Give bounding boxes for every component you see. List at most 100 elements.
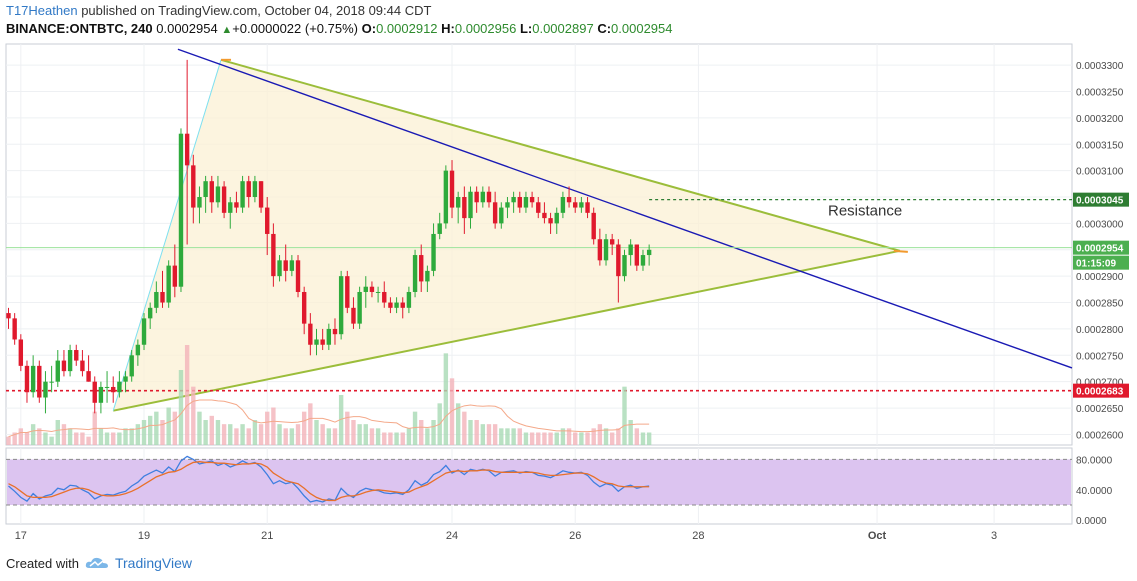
candle	[388, 297, 393, 314]
candle	[111, 376, 116, 403]
volume-bar	[6, 436, 11, 445]
candle	[332, 318, 338, 345]
candle	[74, 344, 79, 366]
volume-bar	[308, 403, 313, 445]
candle	[542, 202, 547, 224]
candle-body	[332, 328, 338, 335]
candle	[12, 313, 17, 345]
price-tick-label: 0.0002600	[1076, 430, 1124, 441]
candle	[246, 175, 251, 208]
author-link[interactable]: T17Heathen	[6, 3, 78, 18]
candle-body	[98, 386, 104, 403]
candle	[86, 355, 91, 382]
candle	[603, 233, 609, 266]
candle-body	[129, 355, 134, 377]
candle-body	[18, 339, 24, 366]
candle-body	[394, 302, 399, 308]
candle-body	[622, 255, 627, 277]
candle-body	[492, 202, 498, 224]
candle-body	[61, 360, 67, 372]
published-text: published on TradingView.com, October 04…	[81, 3, 432, 18]
candle-body	[178, 133, 184, 287]
volume-bar	[166, 407, 171, 445]
candle	[154, 281, 159, 314]
candle	[30, 355, 36, 398]
candle	[55, 350, 60, 387]
candle-body	[603, 239, 609, 261]
volume-bar	[332, 428, 338, 445]
volume-bar	[314, 420, 319, 445]
volume-bar	[474, 420, 479, 445]
volume-bar	[221, 424, 227, 445]
volume-bar	[111, 432, 116, 445]
candle	[499, 202, 504, 229]
candle	[591, 207, 596, 245]
support-badge-text: 0.0002683	[1076, 387, 1124, 398]
descending-trendline	[177, 48, 1073, 369]
volume-bar	[117, 432, 122, 445]
volume-bar	[628, 420, 633, 445]
candle	[178, 128, 184, 292]
volume-bar	[640, 432, 646, 445]
current-price-badge-bg	[1073, 240, 1129, 255]
countdown-badge-bg	[1073, 255, 1129, 270]
candle-body	[104, 386, 110, 388]
candle	[203, 175, 208, 213]
rsi-line	[8, 455, 650, 503]
candle-body	[517, 197, 522, 208]
candle	[338, 270, 344, 340]
candle	[221, 181, 227, 219]
volume-bar	[443, 353, 449, 445]
candle-body	[289, 260, 295, 271]
candle	[511, 191, 516, 213]
candle-body	[345, 276, 350, 308]
candle-body	[529, 197, 535, 203]
candle	[80, 350, 85, 377]
candle	[375, 286, 381, 303]
candle-body	[277, 260, 282, 277]
volume-bar	[197, 411, 202, 445]
candle-body	[523, 197, 529, 208]
labels: 0.0003045 0.0002954 01:15:09 0.0002683 Resis…	[828, 192, 1129, 398]
volume-bar	[147, 415, 153, 445]
tradingview-brand[interactable]: TradingView	[114, 555, 193, 571]
price-tick-label: 0.0003200	[1076, 114, 1124, 125]
candle	[640, 249, 646, 271]
volume-bar	[326, 428, 332, 445]
candle-body	[86, 371, 91, 382]
candle	[320, 328, 325, 351]
time-tick-label: 26	[569, 530, 581, 542]
candle-body	[375, 291, 381, 293]
candle-body	[462, 197, 467, 219]
candle	[560, 191, 566, 219]
candle	[209, 175, 214, 213]
candle	[628, 239, 633, 266]
candle	[135, 339, 141, 366]
volume-bar	[191, 386, 196, 445]
volume-bar	[240, 424, 245, 445]
candle-body	[646, 249, 652, 256]
volume-bar	[184, 345, 190, 445]
candle	[480, 186, 486, 208]
candle-body	[271, 233, 276, 277]
volume-bar	[505, 428, 510, 445]
candle	[394, 297, 399, 314]
price-tick-label: 0.0002700	[1076, 378, 1124, 389]
candle-body	[203, 181, 208, 198]
price-tick-label: 0.0002800	[1076, 325, 1124, 336]
rsi-tick-label: 80.0000	[1076, 455, 1113, 466]
support-badge-bg	[1073, 383, 1129, 398]
volume-bar	[55, 420, 60, 445]
volume-bar	[209, 415, 214, 445]
volume-bar	[74, 432, 79, 445]
volume-ma-line	[8, 399, 650, 438]
candle	[6, 307, 11, 329]
volume-bar	[425, 428, 430, 445]
candle	[573, 197, 578, 213]
footer: Created with TradingView	[6, 555, 192, 571]
price-tick-label: 0.0002650	[1076, 404, 1124, 415]
price-tick-label: 0.0002850	[1076, 299, 1124, 310]
candle	[455, 191, 461, 224]
candle-body	[320, 339, 325, 345]
